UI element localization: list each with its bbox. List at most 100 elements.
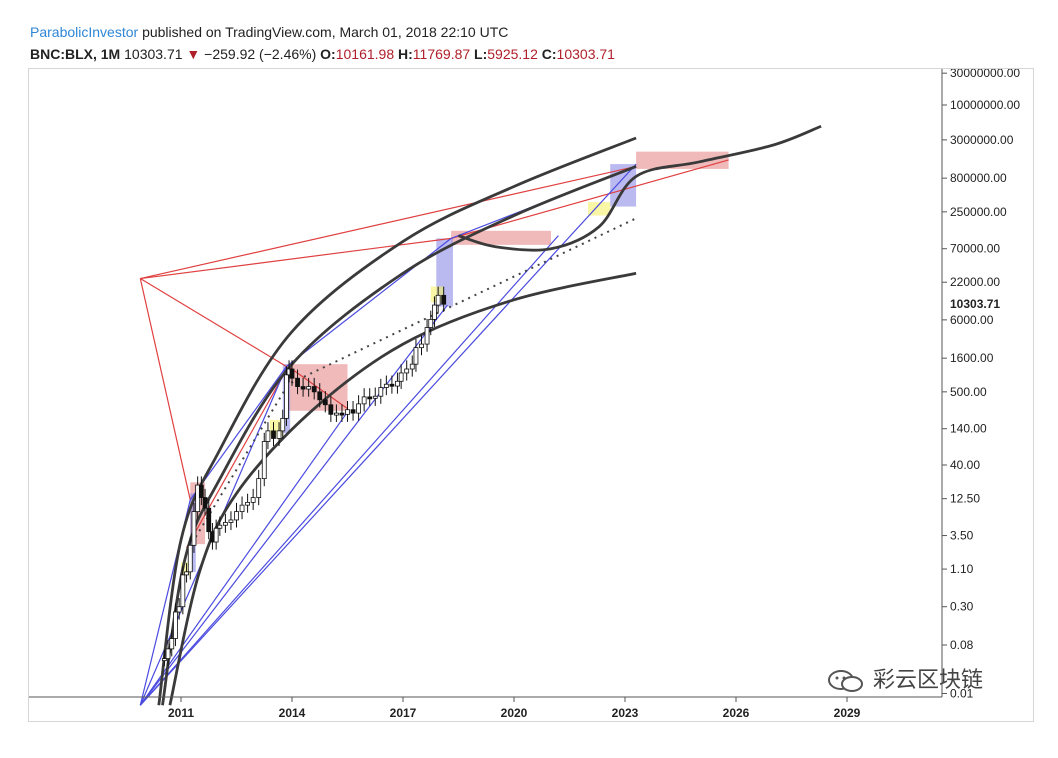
candle-body-26 xyxy=(276,430,282,439)
low-value: 5925.12 xyxy=(487,46,538,62)
candle-body-21 xyxy=(250,497,256,503)
price-chart[interactable]: 0.01 0.08 0.30 1.10 3.50 12.50 40.00 140.00 500.… xyxy=(29,69,1033,721)
high-label: H: xyxy=(398,46,413,62)
y-tick-label-11: 22000.00 xyxy=(950,275,1000,289)
y-tick-label-16: 10000000.00 xyxy=(950,98,1020,112)
candle-body-30 xyxy=(289,368,295,379)
down-arrow-icon: ▼ xyxy=(186,46,201,62)
arc-curves xyxy=(157,124,822,706)
symbol-label: BNC:BLX, 1M xyxy=(30,46,121,62)
candle-body-36 xyxy=(322,399,328,406)
published-text: published on TradingView.com, March 01, … xyxy=(142,24,509,40)
candle-body-9 xyxy=(195,484,201,513)
candle-body-32 xyxy=(300,386,306,390)
candle-body-3 xyxy=(173,611,178,639)
candle-body-27 xyxy=(280,417,286,432)
red-trend-line-3 xyxy=(140,165,637,280)
x-tick-label-5: 2026 xyxy=(723,706,750,720)
last-price-label: 10303.71 xyxy=(950,297,1000,311)
y-tick-label-2: 0.30 xyxy=(950,600,974,614)
y-tick-label-5: 12.50 xyxy=(950,492,980,506)
yellow-zone-box-3 xyxy=(588,202,611,216)
candle-body-22 xyxy=(256,478,262,498)
price-series xyxy=(161,286,447,667)
y-tick-label-17: 30000000.00 xyxy=(950,69,1020,80)
low-label: L: xyxy=(474,46,488,62)
arc-upper xyxy=(157,136,637,706)
candle-body-51 xyxy=(404,368,410,374)
candle-body-18 xyxy=(234,511,239,521)
candle-body-57 xyxy=(432,304,437,320)
candle-body-43 xyxy=(361,396,367,405)
candle-body-15 xyxy=(217,524,223,529)
x-tick-label-3: 2020 xyxy=(501,706,528,720)
author-link[interactable]: ParabolicInvestor xyxy=(30,24,139,40)
candle-body-4 xyxy=(176,606,182,613)
yellow-zone-box-0 xyxy=(181,562,191,575)
red-trend-line-6 xyxy=(450,159,729,239)
x-tick-label-1: 2014 xyxy=(279,706,306,720)
close-label: C: xyxy=(541,46,557,62)
open-value: 10161.98 xyxy=(335,46,395,62)
candle-body-20 xyxy=(245,501,251,506)
candle-body-6 xyxy=(184,571,189,576)
candle-body-45 xyxy=(372,395,378,399)
candle-body-39 xyxy=(339,412,345,416)
annotation-boxes xyxy=(181,151,729,575)
y-tick-label-9: 1600.00 xyxy=(950,351,994,365)
watermark-text: 彩云区块链 xyxy=(873,668,984,693)
arc-projection xyxy=(458,124,822,252)
candle-body-10 xyxy=(198,484,204,498)
close-value: 10303.71 xyxy=(556,46,615,62)
candle-body-11 xyxy=(202,497,208,509)
candle-body-59 xyxy=(441,294,447,305)
x-tick-label-0: 2011 xyxy=(168,706,194,720)
candle-body-0 xyxy=(161,658,167,662)
candle-body-25 xyxy=(271,430,276,439)
red-zone-box-3 xyxy=(636,151,729,169)
high-value: 11769.87 xyxy=(412,46,471,62)
candle-body-24 xyxy=(265,430,271,442)
candle-body-44 xyxy=(367,396,373,400)
blue-trend-line-5 xyxy=(139,163,637,706)
candle-body-12 xyxy=(206,507,212,533)
candle-body-42 xyxy=(356,403,362,414)
candle-body-49 xyxy=(395,380,400,387)
candle-body-5 xyxy=(180,574,186,608)
watermark: 彩云区块链 xyxy=(826,662,983,694)
candle-body-46 xyxy=(378,387,384,397)
candle-body-28 xyxy=(284,374,289,419)
candle-body-40 xyxy=(345,409,350,415)
candle-body-31 xyxy=(295,377,300,387)
red-trend-line-4 xyxy=(186,366,289,549)
candle-body-55 xyxy=(424,327,430,345)
candle-body-53 xyxy=(413,347,419,365)
candle-body-52 xyxy=(409,363,415,370)
candle-body-7 xyxy=(187,544,193,573)
dotted-trend-line xyxy=(187,217,637,550)
candle-body-56 xyxy=(428,318,434,328)
candle-body-17 xyxy=(228,519,234,523)
trend-lines xyxy=(139,159,729,706)
candle-body-38 xyxy=(333,412,339,416)
candle-body-33 xyxy=(306,386,312,390)
red-trend-line-1 xyxy=(139,278,287,368)
candle-body-16 xyxy=(222,522,228,526)
candle-body-1 xyxy=(165,648,171,660)
candle-body-58 xyxy=(435,294,441,306)
blue-trend-line-4 xyxy=(139,235,559,706)
y-tick-label-15: 3000000.00 xyxy=(950,133,1014,147)
arc-lower xyxy=(168,271,637,706)
candle-body-47 xyxy=(383,383,389,388)
y-axis: 0.01 0.08 0.30 1.10 3.50 12.50 40.00 140.00 500.… xyxy=(942,69,1020,700)
candle-body-23 xyxy=(261,441,267,480)
chart-header-ohlc: BNC:BLX, 1M 10303.71 ▼ −259.92 (−2.46%) … xyxy=(30,46,615,62)
blue-trend-line-3 xyxy=(139,304,448,706)
y-tick-label-0: 0.01 xyxy=(950,686,974,700)
red-trend-line-0 xyxy=(139,278,191,501)
candle-body-41 xyxy=(350,409,356,414)
candle-body-50 xyxy=(398,372,404,382)
chart-header-publisher: ParabolicInvestor published on TradingVi… xyxy=(30,24,508,40)
candle-body-19 xyxy=(239,504,245,513)
candle-body-34 xyxy=(311,386,317,393)
